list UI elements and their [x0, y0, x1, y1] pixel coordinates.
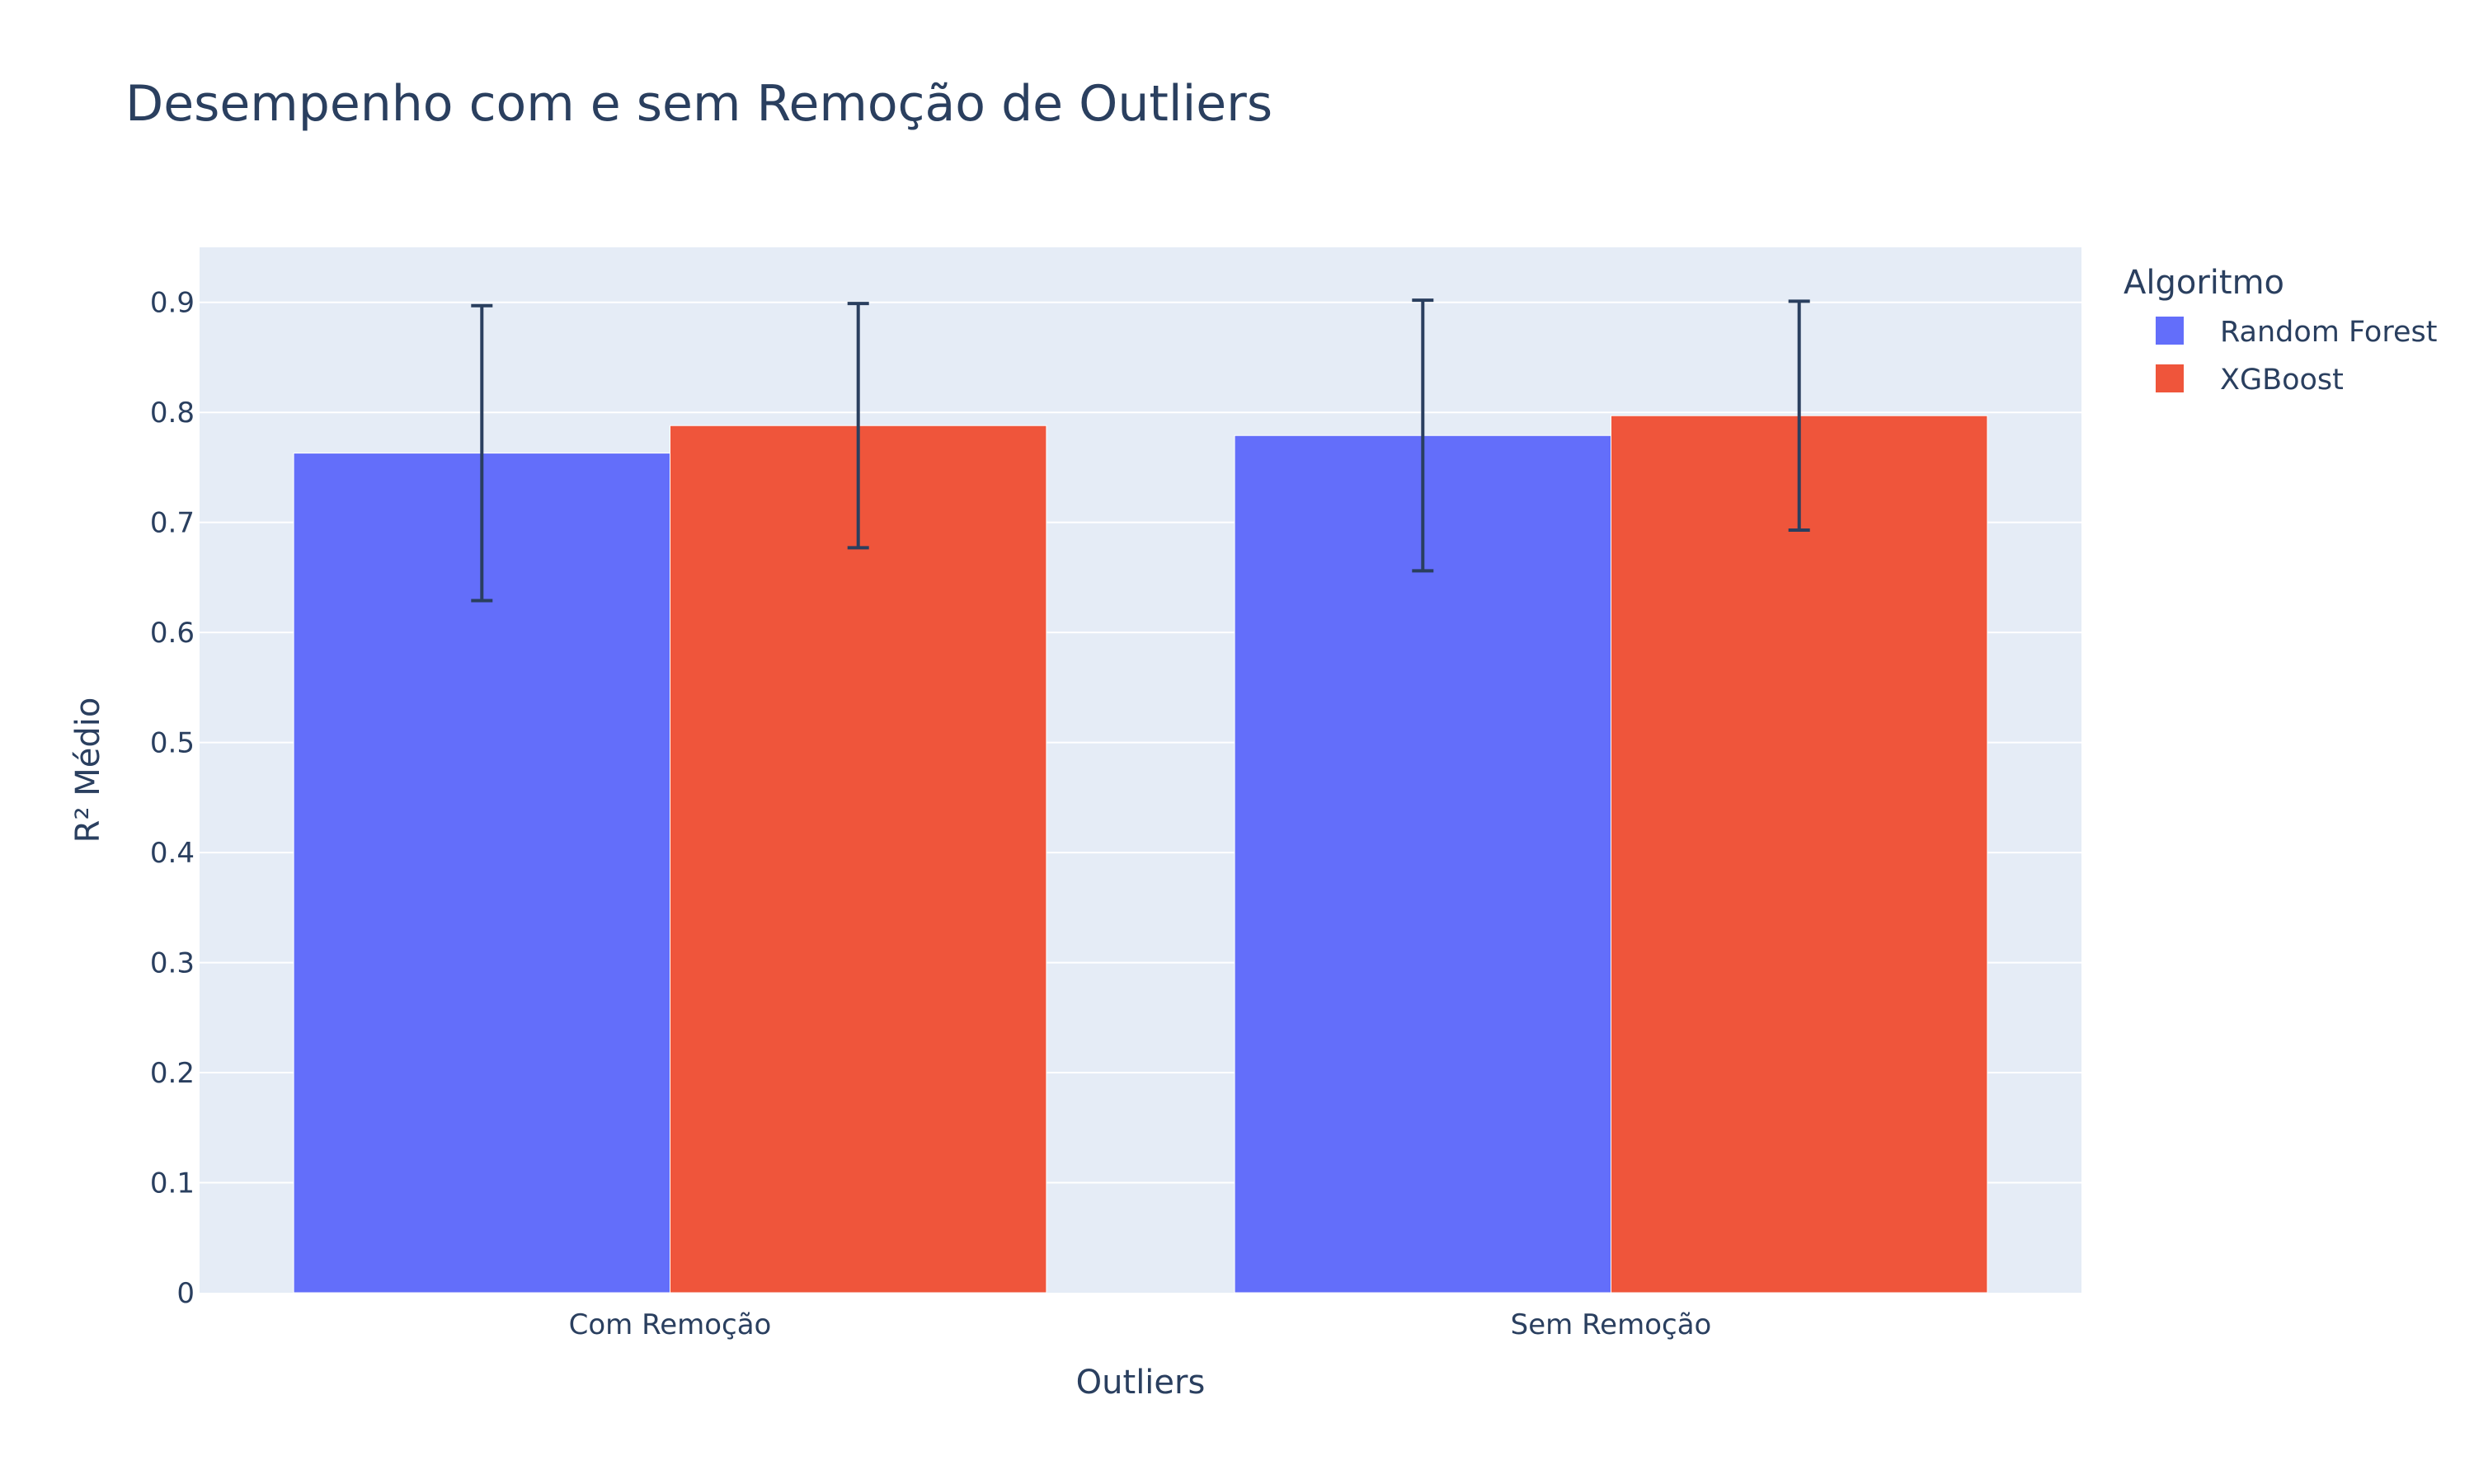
y-tick-label: 0.5: [150, 727, 195, 760]
y-axis-title: R² Médio: [69, 697, 107, 843]
error-bar-random-forest-sem-remocao: [1412, 298, 1434, 573]
bars: [293, 415, 1988, 1294]
bar-random-forest-sem-remocao[interactable]: [1234, 434, 1611, 1294]
y-tick-label: 0.2: [150, 1057, 195, 1090]
legend-item-xgboost[interactable]: XGBoost: [2156, 364, 2344, 397]
x-tick-label: Sem Remoção: [1511, 1308, 1712, 1341]
y-axis-ticks: 0 0.1 0.2 0.3 0.4 0.5 0.6 0.7 0.8 0.9: [150, 287, 195, 1310]
x-axis-ticks: Com Remoção Sem Remoção: [569, 1308, 1712, 1341]
y-tick-label: 0.6: [150, 617, 195, 650]
error-bar-random-forest-com-remocao: [471, 303, 493, 603]
error-bars: [471, 298, 1810, 603]
legend-item-random-forest[interactable]: Random Forest: [2156, 316, 2437, 349]
y-tick-label: 0.7: [150, 507, 195, 540]
legend: Algoritmo Random Forest XGBoost: [2124, 264, 2437, 397]
legend-title: Algoritmo: [2124, 264, 2284, 302]
legend-label-random-forest: Random Forest: [2220, 316, 2437, 349]
x-axis-title: Outliers: [1076, 1364, 1206, 1402]
y-tick-label: 0.3: [150, 947, 195, 980]
bar-xgboost-sem-remocao[interactable]: [1611, 415, 1988, 1294]
legend-swatch-random-forest: [2156, 317, 2184, 345]
error-bar-xgboost-com-remocao: [847, 302, 869, 550]
y-tick-label: 0.8: [150, 397, 195, 430]
y-tick-label: 0.1: [150, 1167, 195, 1200]
x-tick-label: Com Remoção: [569, 1308, 772, 1341]
y-tick-label: 0.4: [150, 837, 195, 870]
bar-xgboost-com-remocao[interactable]: [670, 425, 1047, 1294]
y-tick-label: 0.9: [150, 287, 195, 320]
chart-title: Desempenho com e sem Remoção de Outliers: [125, 75, 1272, 133]
legend-swatch-xgboost: [2156, 364, 2184, 392]
legend-label-xgboost: XGBoost: [2220, 364, 2344, 397]
error-bar-xgboost-sem-remocao: [1788, 299, 1810, 533]
y-tick-label: 0: [176, 1277, 195, 1310]
